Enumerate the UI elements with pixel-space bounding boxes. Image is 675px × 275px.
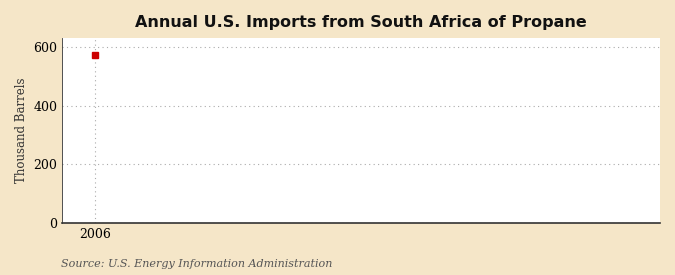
- Text: Source: U.S. Energy Information Administration: Source: U.S. Energy Information Administ…: [61, 259, 332, 269]
- Title: Annual U.S. Imports from South Africa of Propane: Annual U.S. Imports from South Africa of…: [135, 15, 587, 30]
- Y-axis label: Thousand Barrels: Thousand Barrels: [15, 78, 28, 183]
